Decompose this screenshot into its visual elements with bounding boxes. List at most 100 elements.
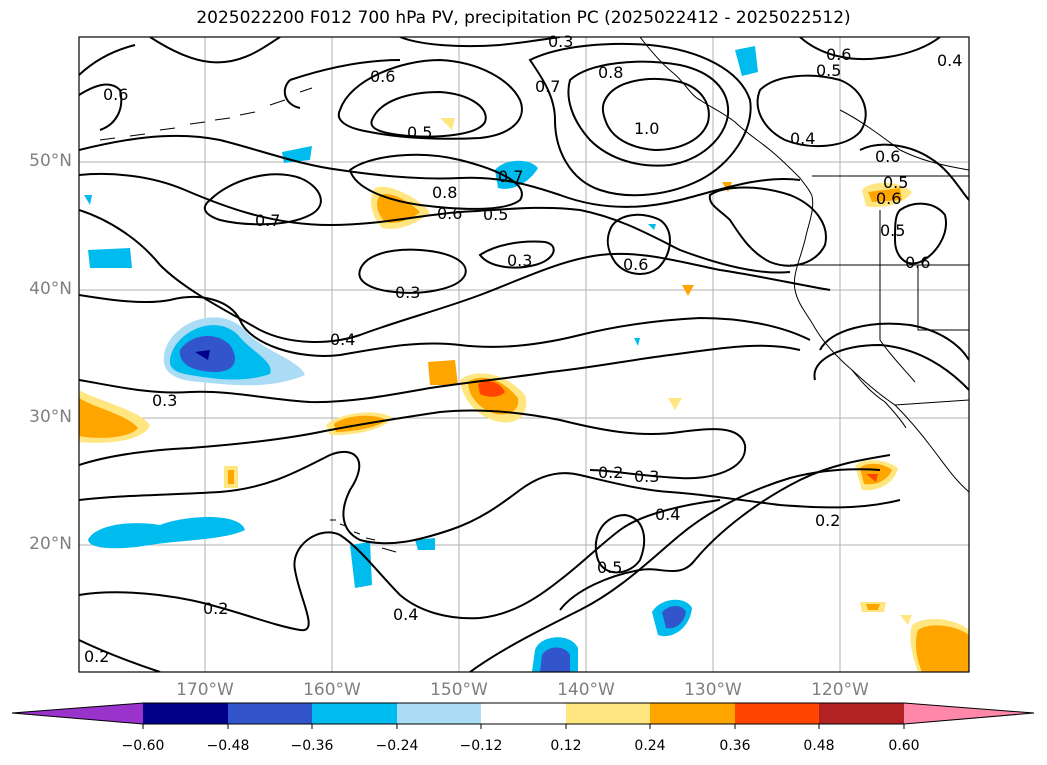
pv-contour [79, 37, 281, 76]
contour-label: 0.2 [84, 647, 109, 666]
colorbar-segment [650, 703, 735, 724]
precip-negative-area [88, 516, 245, 549]
lat-label-30n: 30°N [29, 407, 72, 427]
pv-contour [79, 639, 161, 672]
contour-label: 0.7 [498, 167, 523, 186]
pv-contour [370, 90, 487, 138]
colorbar-tick-label: −0.60 [121, 738, 165, 754]
contour-label: 0.8 [432, 183, 457, 202]
contour-label: 0.6 [103, 85, 128, 104]
contour-label: 0.5 [597, 558, 622, 577]
colorbar-ticks [142, 724, 905, 729]
lon-label-130w: 130°W [684, 680, 742, 700]
colorbar-segment [735, 703, 819, 724]
pv-contour [469, 468, 881, 672]
precip-negative-area [495, 160, 538, 189]
contour-label: 0.7 [255, 211, 280, 230]
pv-contour [79, 499, 721, 632]
state-border [879, 210, 916, 383]
pv-contour [348, 153, 523, 210]
colorbar-segment [397, 703, 481, 724]
colorbar-tick-label: 0.24 [634, 738, 666, 754]
contour-label: 0.6 [437, 204, 462, 223]
contour-label: 0.4 [937, 51, 962, 70]
colorbar-segment [228, 703, 312, 724]
contour-label: 0.5 [407, 123, 432, 142]
lon-label-160w: 160°W [303, 680, 361, 700]
precip-negative-area [88, 248, 132, 268]
precip-negative-area [350, 542, 372, 588]
colorbar-segment [819, 703, 904, 724]
contour-label: 0.2 [815, 511, 840, 530]
precip-positive-area [868, 188, 902, 202]
pv-contour [756, 74, 867, 148]
contour-label: 0.4 [655, 505, 680, 524]
pv-contour [606, 213, 671, 275]
contour-label: 0.2 [203, 599, 228, 618]
state-border [917, 265, 969, 331]
colorbar-tick-label: 0.60 [888, 738, 920, 754]
contour-label: 0.5 [880, 221, 905, 240]
contour-label: 0.6 [905, 253, 930, 272]
colorbar-segment [12, 703, 143, 724]
north-america-coastline [793, 195, 969, 493]
precip-negative-area [84, 195, 92, 205]
contour-label: 0.6 [876, 189, 901, 208]
colorbar-segment [566, 703, 650, 724]
precip-positive-area [915, 625, 969, 672]
colorbar-segment [481, 703, 566, 724]
precip-positive-area [866, 604, 880, 610]
precip-negative-area [662, 606, 686, 629]
contour-label: 0.2 [598, 463, 623, 482]
precip-positive-area [900, 615, 912, 625]
lat-label-20n: 20°N [29, 534, 72, 554]
pv-contour [79, 134, 801, 208]
colorbar-tick-label: −0.12 [459, 738, 503, 754]
lon-label-140w: 140°W [557, 680, 615, 700]
lon-label-170w: 170°W [176, 680, 234, 700]
precip-positive-area [682, 285, 694, 296]
pv-contour [893, 202, 947, 265]
colorbar-segment [904, 703, 1034, 724]
precip-positive-area [228, 470, 234, 484]
pv-contour [859, 143, 969, 201]
lat-label-40n: 40°N [29, 279, 72, 299]
pv-contour [594, 513, 646, 574]
precip-positive-area [866, 474, 878, 482]
pv-contour [283, 59, 401, 109]
hawaii-islands [330, 519, 397, 553]
aleutian-islands [99, 87, 313, 141]
pv-contour [79, 209, 831, 343]
coastlines [99, 37, 969, 553]
precip-positive-area [79, 398, 138, 438]
contour-label: 0.5 [816, 61, 841, 80]
pv-contour [79, 294, 811, 357]
contour-label-group: 0.3 0.6 0.7 0.8 0.5 0.6 0.4 0.6 0.5 0.8 … [84, 32, 962, 666]
contour-label: 0.5 [483, 205, 508, 224]
pv-contour [799, 37, 941, 61]
precip-negative-area [540, 647, 570, 672]
canada-interior [839, 109, 969, 171]
pv-contour [399, 37, 561, 48]
colorbar-tick-label: 0.12 [550, 738, 582, 754]
colorbar-tick-label: −0.48 [206, 738, 250, 754]
pv-contour [79, 344, 801, 404]
mexico-border [894, 399, 969, 406]
lat-label-50n: 50°N [29, 151, 72, 171]
precip-negative-area [634, 338, 640, 346]
pv-contour [79, 83, 123, 131]
contour-label: 1.0 [634, 119, 659, 138]
contour-label: 0.6 [370, 67, 395, 86]
precip-positive-area [428, 360, 458, 385]
pv-contour [478, 240, 555, 269]
precip-negative-area [735, 46, 758, 76]
contour-label: 0.4 [790, 129, 815, 148]
pv-contour [813, 343, 969, 391]
pv-contour [601, 78, 710, 152]
contour-label: 0.3 [634, 467, 659, 486]
colorbar-segment [143, 703, 228, 724]
plot-border [78, 36, 970, 673]
pv-contour [559, 454, 891, 611]
pv-contour [79, 172, 791, 274]
